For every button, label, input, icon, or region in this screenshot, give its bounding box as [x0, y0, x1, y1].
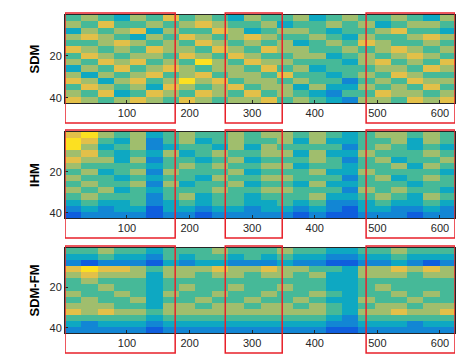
svg-text:IHM: IHM: [27, 163, 42, 187]
svg-text:100: 100: [118, 107, 136, 119]
svg-text:600: 600: [431, 337, 449, 349]
svg-text:40: 40: [50, 92, 62, 104]
svg-text:40: 40: [50, 322, 62, 334]
svg-text:400: 400: [306, 107, 324, 119]
svg-text:300: 300: [243, 107, 261, 119]
svg-text:40: 40: [50, 207, 62, 219]
svg-text:600: 600: [431, 222, 449, 234]
svg-text:500: 500: [368, 222, 386, 234]
svg-text:SDM: SDM: [27, 45, 42, 74]
svg-text:20: 20: [50, 50, 62, 62]
svg-text:500: 500: [368, 337, 386, 349]
svg-text:100: 100: [118, 337, 136, 349]
svg-text:100: 100: [118, 222, 136, 234]
svg-text:200: 200: [180, 107, 198, 119]
svg-text:20: 20: [50, 166, 62, 178]
svg-text:200: 200: [180, 222, 198, 234]
svg-text:400: 400: [306, 222, 324, 234]
svg-text:300: 300: [243, 337, 261, 349]
svg-text:20: 20: [50, 281, 62, 293]
svg-text:500: 500: [368, 107, 386, 119]
svg-text:600: 600: [431, 107, 449, 119]
svg-text:300: 300: [243, 222, 261, 234]
svg-text:200: 200: [180, 337, 198, 349]
svg-text:400: 400: [306, 337, 324, 349]
svg-text:SDM-FM: SDM-FM: [27, 265, 42, 317]
